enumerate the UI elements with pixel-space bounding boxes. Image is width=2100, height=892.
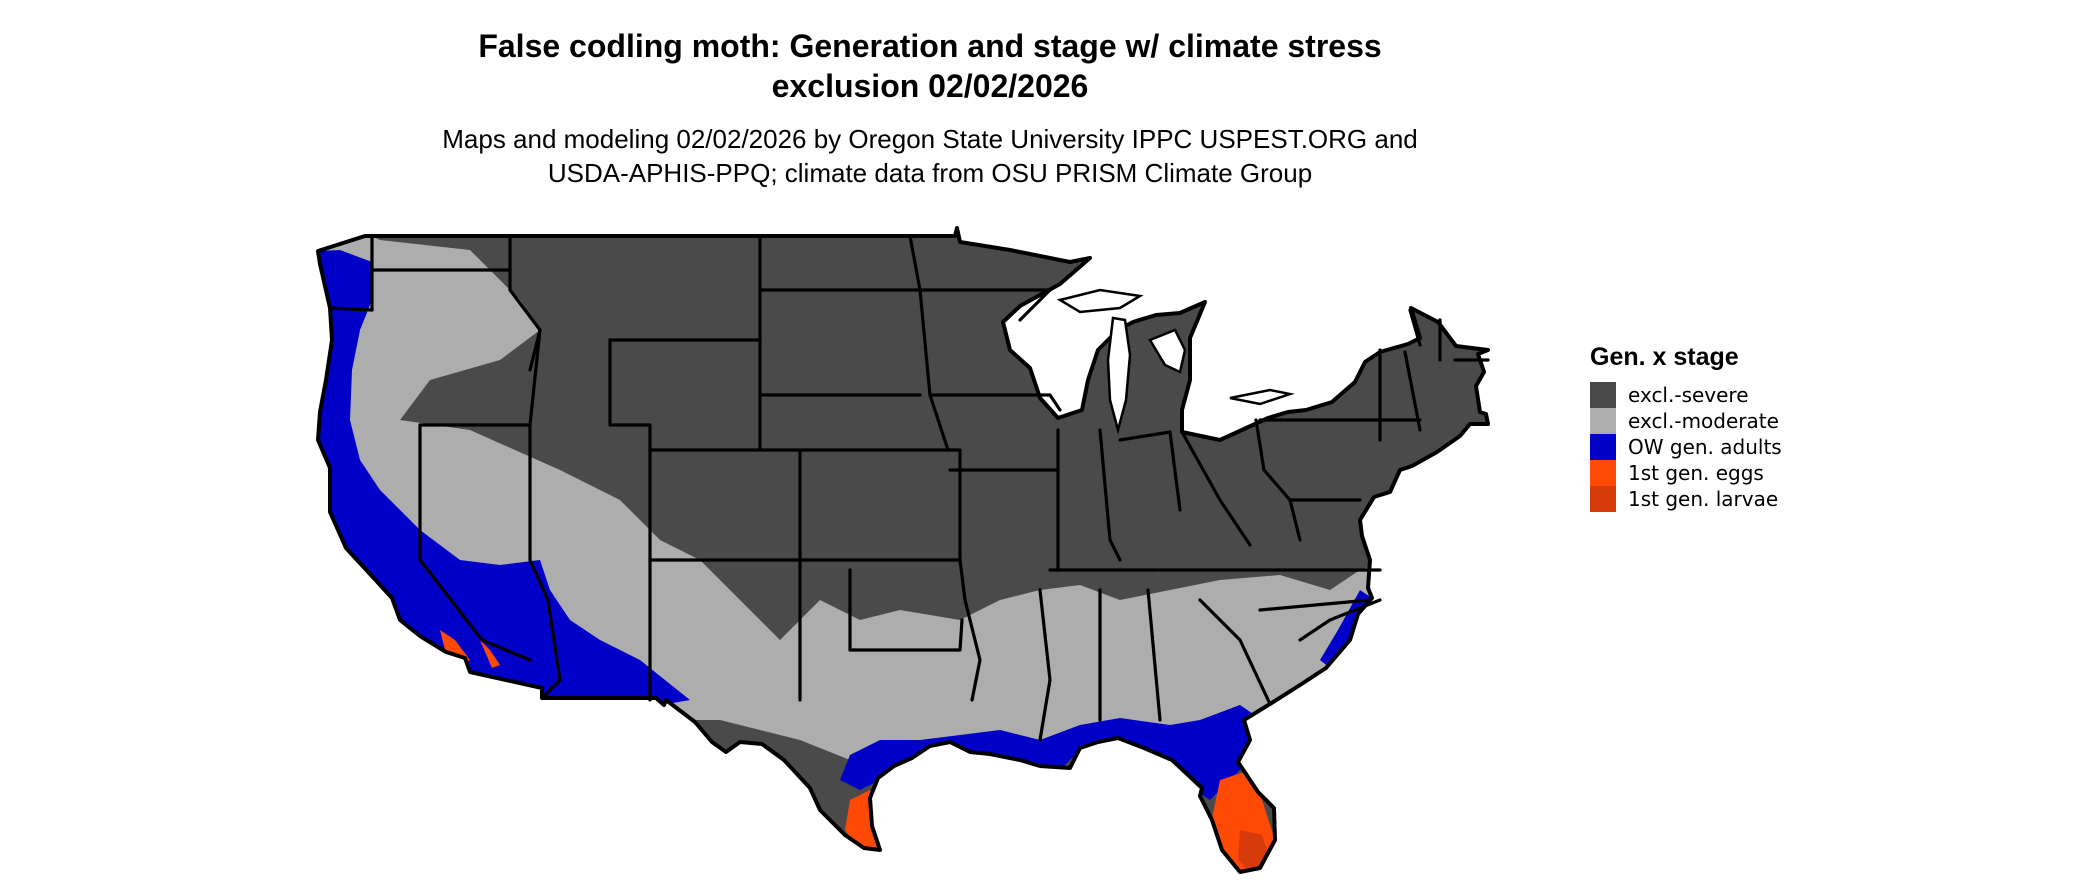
state-border bbox=[528, 423, 562, 700]
legend-label: excl.-severe bbox=[1628, 383, 1749, 407]
state-border bbox=[1146, 588, 1162, 722]
map-subtitle-line-1: Maps and modeling 02/02/2026 by Oregon S… bbox=[442, 124, 1418, 154]
state-border bbox=[1258, 598, 1372, 612]
state-border bbox=[1198, 598, 1272, 706]
legend-swatch bbox=[1590, 408, 1616, 434]
state-border bbox=[1038, 588, 1052, 742]
legend-item: 1st gen. larvae bbox=[1590, 486, 1850, 512]
lake bbox=[1106, 316, 1132, 435]
legend: Gen. x stage excl.-severe excl.-moderate O… bbox=[1590, 342, 1850, 512]
legend-item: 1st gen. eggs bbox=[1590, 460, 1850, 486]
lake bbox=[1148, 328, 1187, 374]
lake bbox=[1229, 388, 1295, 406]
legend-swatch bbox=[1590, 434, 1616, 460]
legend-label: 1st gen. larvae bbox=[1628, 487, 1779, 511]
state-border bbox=[928, 393, 1062, 412]
legend-swatch bbox=[1590, 460, 1616, 486]
state-border bbox=[418, 423, 532, 662]
state-border bbox=[963, 598, 982, 702]
map-title: False codling moth: Generation and stage… bbox=[330, 26, 1530, 106]
state-border bbox=[608, 338, 652, 702]
map-subtitle-line-2: USDA-APHIS-PPQ; climate data from OSU PR… bbox=[547, 158, 1313, 188]
map-title-line-2: exclusion 02/02/2026 bbox=[771, 68, 1089, 104]
state-border bbox=[848, 568, 964, 652]
legend-item: OW gen. adults bbox=[1590, 434, 1850, 460]
legend-label: excl.-moderate bbox=[1628, 409, 1779, 433]
lake bbox=[1056, 288, 1144, 314]
state-border bbox=[1098, 428, 1122, 562]
legend-swatch bbox=[1590, 382, 1616, 408]
legend-title: Gen. x stage bbox=[1590, 343, 1739, 371]
legend-item: excl.-moderate bbox=[1590, 408, 1850, 434]
state-border bbox=[1403, 350, 1422, 432]
state-border bbox=[328, 306, 374, 312]
state-border bbox=[1254, 418, 1302, 542]
state-border bbox=[798, 448, 967, 602]
map-subtitle: Maps and modeling 02/02/2026 by Oregon S… bbox=[330, 122, 1530, 190]
legend-item: excl.-severe bbox=[1590, 382, 1850, 408]
legend-swatch bbox=[1590, 486, 1616, 512]
legend-label: OW gen. adults bbox=[1628, 435, 1782, 459]
state-border bbox=[1118, 430, 1182, 512]
map-title-line-1: False codling moth: Generation and stage… bbox=[478, 28, 1382, 64]
state-border bbox=[1180, 430, 1252, 547]
legend-label: 1st gen. eggs bbox=[1628, 461, 1764, 485]
state-border bbox=[508, 234, 542, 372]
legend-items: excl.-severe excl.-moderate OW gen. adults… bbox=[1590, 382, 1850, 512]
state-border bbox=[908, 234, 950, 452]
